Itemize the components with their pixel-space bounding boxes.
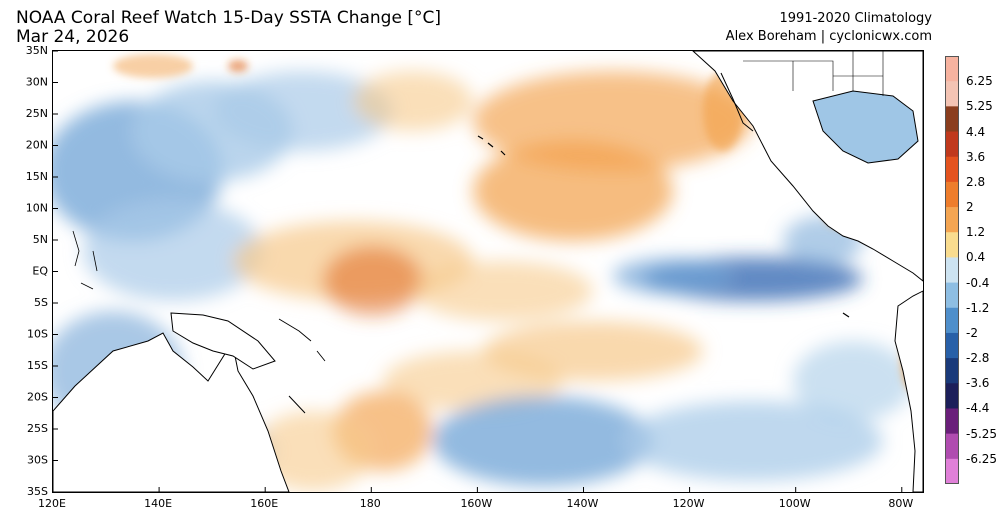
colorbar-segment [945,433,959,460]
colorbar-segment [945,307,959,334]
colorbar-label: 0.4 [966,250,986,265]
colorbar-segment [945,106,959,133]
lat-tick-label: 25S [27,422,48,435]
colorbar-label: -2.8 [966,351,990,366]
baja-california [720,72,754,132]
colorbar-segment [945,181,959,208]
colorbar-label: 3.6 [966,149,986,164]
anomaly-patch [353,71,473,131]
gulf-of-mexico [812,90,919,164]
lon-tick-label: 120E [38,497,66,510]
colorbar-label: -1.2 [966,300,990,315]
lat-tick-label: 20S [27,391,48,404]
hawaii-islands [477,135,506,156]
landmasses [53,51,923,492]
anomaly-patch [413,261,593,321]
anomaly-patch [613,258,733,294]
lat-tick-label: 5N [33,233,48,246]
state-borders [743,51,884,96]
ssta-map [52,50,924,493]
colorbar-segment [945,156,959,183]
colorbar-label: 2.8 [966,174,986,189]
anomaly-patch [213,71,393,151]
colorbar-segment [945,332,959,359]
colorbar-label: -2 [966,325,978,340]
colorbar-segment [945,56,959,82]
lon-tick-label: 120W [673,497,705,510]
colorbar-segment [945,131,959,158]
colorbar-label: -6.25 [966,451,998,466]
anomaly-patch [83,201,263,301]
colorbar-segment [945,282,959,309]
lon-tick-label: 160W [460,497,492,510]
colorbar-label: 1.2 [966,225,986,240]
anomaly-patch [623,401,883,481]
lat-tick-label: 20N [26,139,48,152]
map-date: Mar 24, 2026 [16,27,130,47]
anomaly-patch [323,246,423,316]
lon-tick-label: 80W [888,497,913,510]
colorbar-label: -4.4 [966,401,990,416]
anomaly-patch [253,411,373,491]
colorbar-label: 4.4 [966,124,986,139]
anomaly-patch [228,60,248,72]
lon-tick-label: 140W [567,497,599,510]
anomaly-patch [473,141,673,241]
anomaly-patch [383,351,563,411]
map-title: NOAA Coral Reef Watch 15-Day SSTA Change… [16,8,441,28]
lat-tick-label: 30S [27,454,48,467]
anomaly-patch [793,341,913,421]
lat-tick-label: EQ [32,265,48,278]
colorbar-segment [945,458,959,484]
colorbar-segment [945,81,959,107]
colorbar-segment [945,257,959,284]
island-arc [72,230,98,290]
lat-tick-label: 15N [26,170,48,183]
anomaly-patch [113,54,193,78]
lon-tick-label: 160E [250,497,278,510]
credit-label: Alex Boreham | cyclonicwx.com [725,29,932,44]
lon-tick-label: 100W [779,497,811,510]
lat-tick-label: 25N [26,107,48,120]
climatology-label: 1991-2020 Climatology [779,11,932,26]
colorbar-segment [945,232,959,258]
south-america-land [894,290,923,492]
lon-tick-label: 140E [144,497,172,510]
colorbar-segment [945,207,959,233]
colorbar [945,56,959,484]
colorbar-label: -0.4 [966,275,990,290]
colorbar-label: 2 [966,200,974,215]
lat-tick-label: 10S [27,328,48,341]
new-guinea-land [170,312,276,370]
lat-tick-label: 35S [27,485,48,498]
anomaly-field [53,51,923,492]
colorbar-segment [945,383,959,409]
lon-tick-label: 180 [360,497,381,510]
colorbar-label: -3.6 [966,376,990,391]
anomaly-patch [433,396,653,486]
galapagos [842,312,850,318]
colorbar-segment [945,358,959,384]
lat-tick-label: 30N [26,76,48,89]
new-caledonia [288,395,306,414]
colorbar-label: -5.25 [966,426,998,441]
lat-tick-label: 5S [34,296,48,309]
lat-tick-label: 15S [27,359,48,372]
colorbar-label: 6.25 [966,74,993,89]
colorbar-segment [945,408,959,435]
lat-tick-label: 10N [26,202,48,215]
colorbar-label: 5.25 [966,99,993,114]
solomon-islands [278,318,326,362]
